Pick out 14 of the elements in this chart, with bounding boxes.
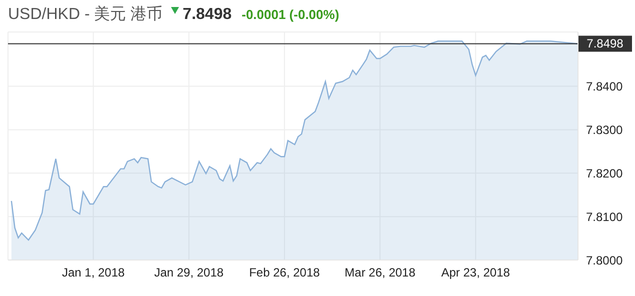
x-tick-label: Jan 29, 2018 — [154, 266, 224, 280]
x-tick-label: Feb 26, 2018 — [249, 266, 320, 280]
y-tick-label: 7.8100 — [586, 210, 624, 224]
ref-line-label: 7.8498 — [586, 36, 624, 51]
text: -0.0001 (-0.00%) — [242, 7, 340, 22]
text: 7.8498 — [182, 6, 232, 24]
x-tick-label: Apr 23, 2018 — [441, 266, 510, 280]
y-tick-label: 7.8400 — [586, 80, 624, 94]
chart-title: USD/HKD - 美元 港币 — [8, 4, 163, 25]
x-tick-label: Jan 1, 2018 — [62, 266, 126, 280]
y-tick-label: 7.8300 — [586, 122, 624, 137]
x-tick-label: Mar 26, 2018 — [344, 266, 416, 280]
y-tick-label: 7.8200 — [586, 166, 624, 180]
y-tick-label: 7.8000 — [586, 253, 624, 268]
